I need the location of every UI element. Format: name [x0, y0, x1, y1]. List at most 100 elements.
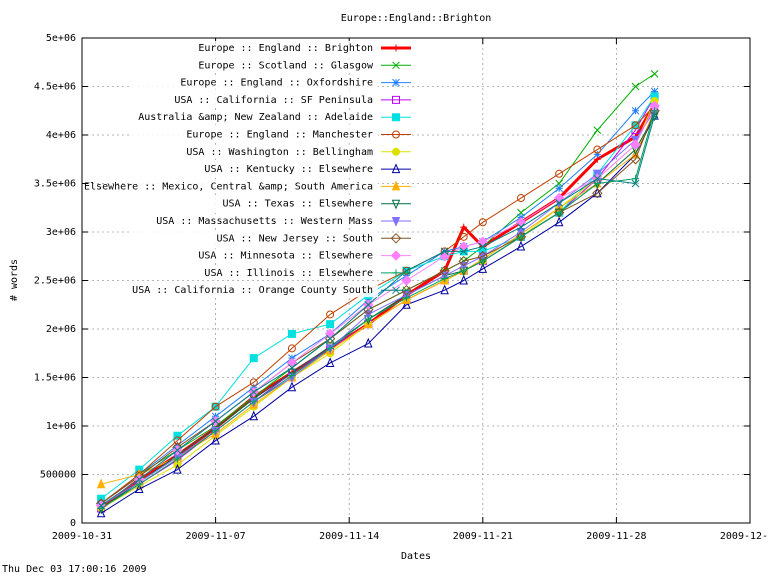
point — [249, 378, 258, 387]
y-axis-label: # words — [9, 259, 20, 301]
point — [173, 436, 182, 445]
point — [553, 207, 565, 218]
point — [631, 179, 640, 188]
point — [96, 507, 106, 518]
legend-bg — [130, 214, 378, 228]
point — [516, 194, 525, 203]
point — [249, 354, 258, 363]
point — [364, 315, 372, 323]
point — [593, 180, 601, 187]
point — [173, 455, 181, 463]
legend-bg — [130, 58, 378, 73]
legend-bg — [130, 92, 378, 107]
point — [593, 150, 602, 159]
point — [631, 121, 640, 130]
point — [459, 274, 468, 285]
point — [211, 434, 220, 445]
legend-marker — [391, 147, 401, 156]
point — [326, 344, 334, 352]
legend-label: Europe :: England :: Manchester — [186, 130, 373, 141]
legend-label: USA :: Massachusetts :: Western Mass — [156, 216, 373, 227]
point — [402, 294, 410, 302]
point — [554, 216, 564, 227]
point — [460, 223, 468, 231]
y-tick-label: 4e+06 — [46, 130, 76, 141]
point — [288, 363, 296, 372]
y-tick-label: 5e+06 — [46, 33, 76, 44]
legend-label: USA :: Minnesota :: Elsewhere — [198, 251, 373, 262]
legend-bg — [130, 265, 378, 280]
point — [402, 299, 411, 309]
plot-border — [81, 37, 751, 524]
point — [401, 275, 412, 286]
point — [96, 478, 106, 489]
point — [630, 154, 641, 165]
point — [134, 483, 144, 494]
legend-marker — [392, 286, 400, 295]
point — [592, 187, 603, 199]
point — [287, 368, 297, 379]
point — [593, 126, 602, 135]
legend-marker — [392, 95, 400, 104]
point — [288, 372, 296, 380]
point — [249, 388, 258, 396]
point — [287, 329, 296, 338]
legend-bg — [130, 248, 378, 263]
legend-marker — [392, 78, 400, 87]
x-tick-label: 2009-11-07 — [185, 531, 245, 542]
point — [459, 232, 468, 241]
point — [631, 175, 639, 183]
legend-marker — [392, 269, 400, 277]
point — [478, 218, 487, 227]
point — [458, 255, 469, 267]
point — [517, 233, 525, 241]
point — [630, 139, 641, 150]
point — [650, 87, 659, 96]
point — [249, 410, 259, 421]
point — [287, 344, 296, 353]
point — [555, 184, 563, 193]
legend-marker — [391, 130, 401, 139]
chart-title: Europe::England::Brighton — [341, 13, 492, 24]
point — [517, 223, 525, 232]
x-axis-label: Dates — [401, 551, 431, 562]
legend-marker — [391, 163, 401, 174]
point — [364, 300, 373, 309]
legend-bg — [130, 41, 378, 55]
series-line — [100, 115, 656, 514]
point — [631, 106, 640, 115]
legend-label: USA :: Texas :: Elsewhere — [222, 199, 373, 210]
point — [440, 247, 449, 256]
point — [651, 107, 659, 115]
legend-bg — [130, 179, 378, 194]
legend-label: USA :: California :: Orange County South — [132, 285, 373, 296]
legend-marker — [391, 180, 401, 191]
legend-label: Europe :: England :: Oxfordshire — [180, 78, 373, 89]
legend-marker — [391, 217, 401, 227]
point — [173, 446, 182, 455]
point — [250, 398, 258, 406]
point — [593, 187, 602, 198]
point — [593, 174, 602, 183]
y-tick-label: 4.5e+06 — [34, 82, 76, 93]
point — [478, 242, 487, 251]
point — [593, 145, 602, 154]
point — [555, 199, 563, 207]
point — [516, 240, 526, 251]
legend-bg — [130, 144, 378, 159]
point — [212, 427, 220, 435]
point — [555, 209, 563, 217]
point — [173, 463, 182, 474]
legend-marker — [390, 233, 402, 244]
point — [326, 310, 335, 319]
legend-label: Europe :: England :: Brighton — [198, 43, 373, 54]
legend-bg — [130, 110, 378, 125]
point — [135, 475, 144, 484]
point — [650, 70, 659, 78]
y-tick-label: 2.5e+06 — [34, 276, 76, 287]
legend-marker — [392, 113, 400, 122]
point — [324, 333, 336, 344]
point — [478, 263, 488, 273]
